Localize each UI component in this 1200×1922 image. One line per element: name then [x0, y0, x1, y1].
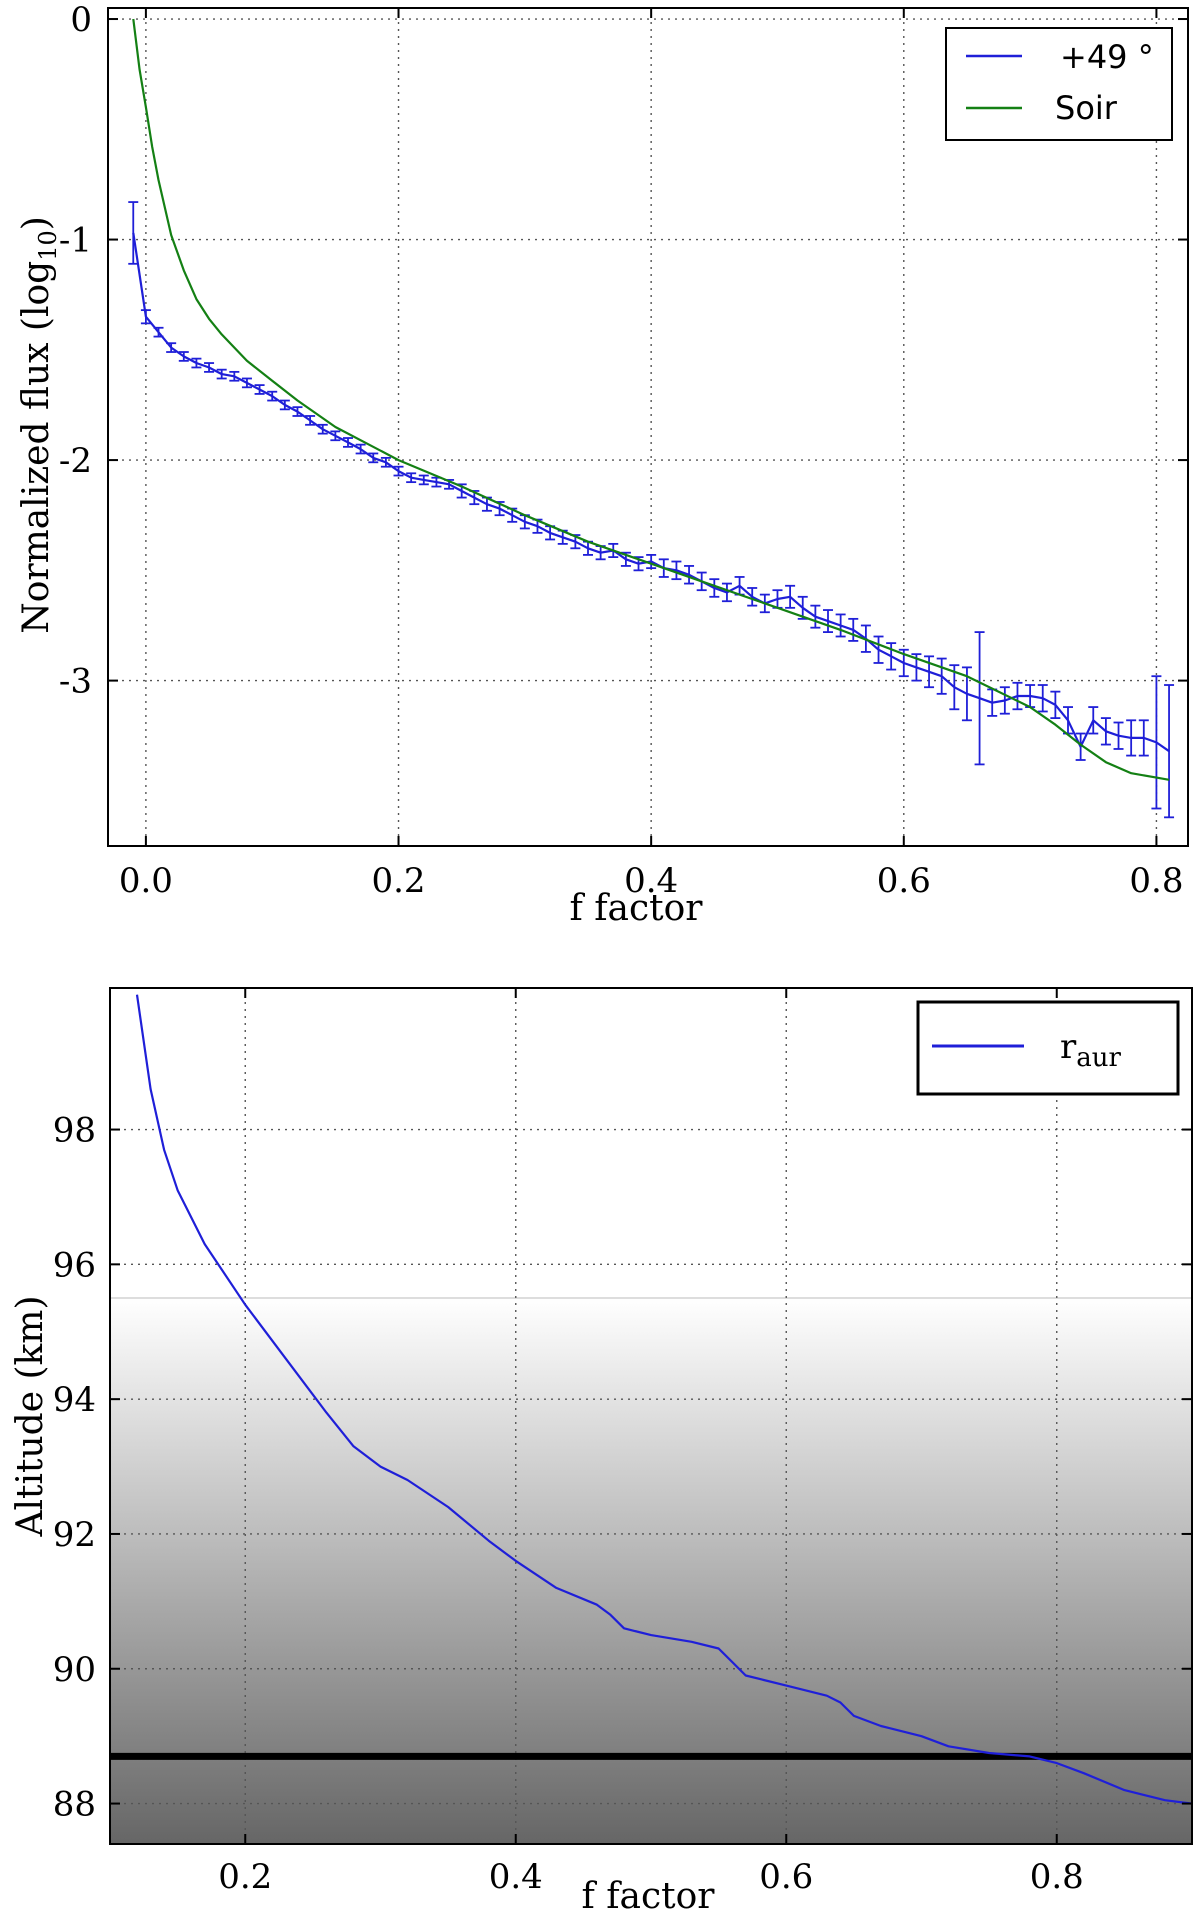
flux-legend-box [945, 27, 1173, 141]
error-bar [1151, 675, 1162, 810]
error-bar [1100, 717, 1111, 746]
altitude-plot-frame [109, 987, 1193, 1845]
error-bar [974, 631, 985, 766]
error-bar [140, 309, 151, 325]
error-bar [848, 617, 859, 642]
error-bar [393, 465, 404, 477]
altitude-legend-label: raur [1060, 1027, 1122, 1073]
error-bar [709, 578, 720, 598]
flux-tick-layer: 0.0 0.2 0.4 0.6 0.8 0 -1 -2 -3 [59, 0, 1188, 901]
x-tick-label: 0.2 [371, 861, 425, 901]
error-bar [1075, 732, 1086, 761]
y-tick-label: 92 [53, 1515, 96, 1555]
error-bar [1126, 719, 1137, 757]
error-bar [873, 635, 884, 664]
error-bar [216, 368, 227, 380]
flux-plot-frame [107, 7, 1189, 847]
y-tick-label: -1 [59, 221, 92, 261]
error-bar [229, 370, 240, 382]
error-bar [241, 377, 252, 389]
error-bar [999, 686, 1010, 715]
error-bar [785, 584, 796, 609]
flux-series-layer [128, 18, 1175, 819]
flux-gridlines [108, 8, 1188, 846]
error-bar [267, 390, 278, 402]
x-tick-label: 0.6 [759, 1857, 813, 1897]
y-tick-label: 88 [53, 1785, 96, 1825]
error-bar [684, 565, 695, 585]
error-bar [317, 423, 328, 435]
error-bar [355, 443, 366, 455]
error-bar [305, 415, 316, 426]
altitude-x-axis-label: f factor [581, 1876, 715, 1917]
flux-y-axis-label: Normalized flux (log10) [16, 216, 62, 634]
x-tick-label: 0.8 [1030, 1857, 1084, 1897]
error-bar [191, 357, 202, 369]
flux-legend: +49 ° Soir [945, 27, 1173, 141]
error-bar [835, 613, 846, 638]
error-bar [671, 560, 682, 581]
x-tick-label: 0.0 [119, 861, 173, 901]
error-bar [279, 399, 290, 411]
error-bar [721, 582, 732, 603]
altitude-tick-layer: 0.2 0.4 0.6 0.8 98 96 94 92 90 88 [53, 988, 1192, 1897]
y-tick-label: 90 [53, 1650, 96, 1690]
x-tick-label: 0.2 [218, 1857, 272, 1897]
error-bar [810, 604, 821, 629]
series-line-1 [135, 994, 1193, 1805]
y-tick-label: 0 [70, 0, 92, 40]
error-bar [1012, 681, 1023, 711]
altitude-legend-box [916, 1000, 1180, 1096]
error-bar [380, 456, 391, 468]
error-bar [128, 201, 139, 265]
x-tick-label: 0.4 [489, 1857, 543, 1897]
altitude-chart: 0.2 0.4 0.6 0.8 98 96 94 92 90 88 f factor Altitu… [10, 987, 1193, 1917]
error-bar [1088, 706, 1099, 735]
error-bar [1050, 690, 1061, 719]
error-bar [406, 472, 417, 484]
error-bar [330, 430, 341, 442]
flux-x-axis-label: f factor [569, 888, 703, 929]
error-bar [292, 406, 303, 417]
error-bar [747, 587, 758, 607]
flux-chart: 0.0 0.2 0.4 0.6 0.8 0 -1 -2 -3 f factor Normaliz… [16, 0, 1189, 929]
altitude-gridlines [110, 988, 1192, 1844]
flux-legend-label-2: Soir [1055, 89, 1118, 127]
y-tick-label: 98 [53, 1111, 96, 1151]
error-bar [1113, 721, 1124, 750]
y-tick-label: -2 [59, 441, 92, 481]
error-bar [1037, 684, 1048, 713]
altitude-y-axis-label: Altitude (km) [10, 1296, 51, 1538]
y-tick-label: 96 [53, 1245, 96, 1285]
error-bar [343, 437, 353, 448]
error-bar [204, 362, 215, 373]
error-bar [823, 609, 833, 633]
error-bar [1164, 684, 1175, 819]
series-line-2 [132, 18, 1170, 781]
x-tick-label: 0.6 [877, 861, 931, 901]
error-bar [166, 342, 177, 353]
x-tick-label: 0.4 [624, 861, 678, 901]
error-bar [924, 655, 935, 689]
altitude-shaded-band [110, 1298, 1192, 1844]
error-bar [936, 657, 947, 695]
flux-plot-area [107, 7, 1189, 847]
x-tick-label: 0.8 [1129, 861, 1183, 901]
error-bar [178, 351, 189, 362]
error-bar [418, 474, 429, 486]
y-tick-label: -3 [59, 662, 92, 702]
error-bar [1138, 719, 1149, 757]
error-bar [368, 452, 379, 464]
y-tick-label: 94 [53, 1380, 96, 1420]
altitude-series-layer [135, 994, 1193, 1805]
error-bar [254, 384, 265, 395]
flux-legend-label-1: +49 ° [1060, 38, 1154, 76]
altitude-legend: raur [916, 1000, 1180, 1096]
error-bar [646, 554, 657, 570]
error-bar [153, 326, 164, 338]
error-bar [886, 642, 897, 671]
